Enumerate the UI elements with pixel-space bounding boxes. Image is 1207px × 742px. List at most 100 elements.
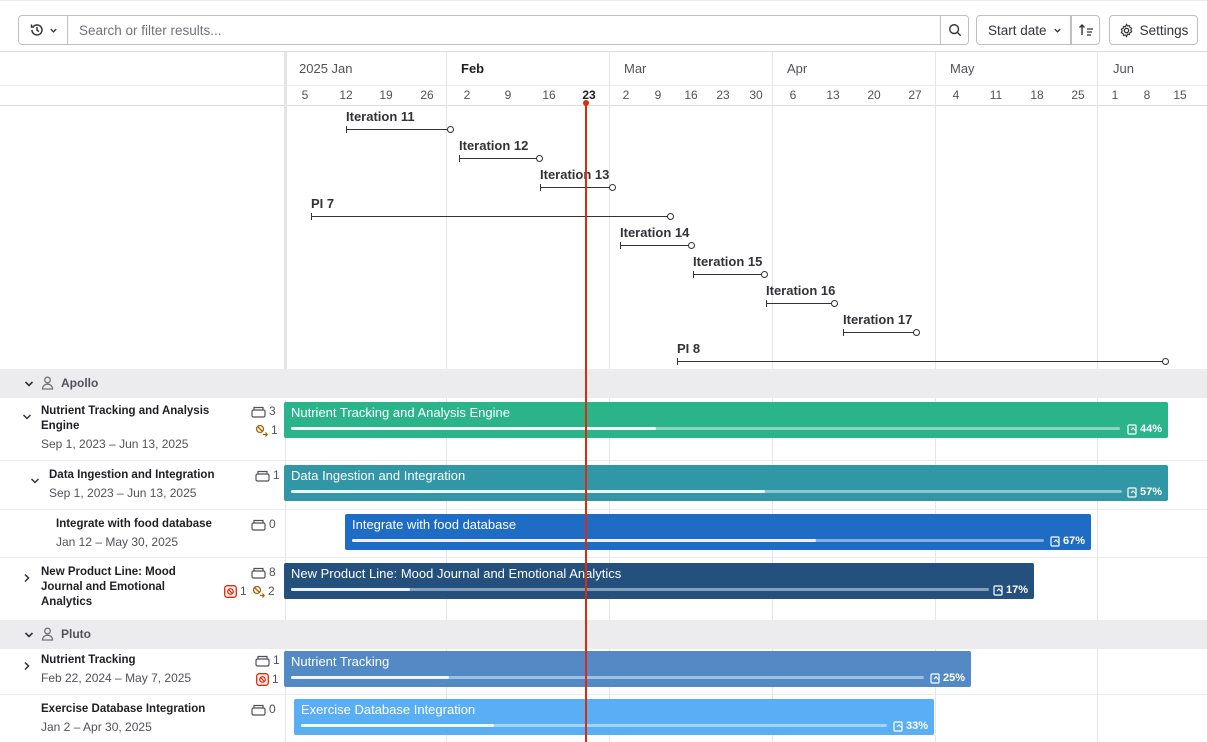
day-label: 27 [908, 88, 922, 102]
day-header: 5 12 19 26 2 9 16 23 2 9 16 23 30 6 13 2… [0, 86, 1207, 106]
progress-track [291, 588, 989, 591]
group-name: Apollo [61, 376, 99, 390]
iteration-label[interactable]: Iteration 16 [766, 283, 836, 298]
pi-label[interactable]: PI 7 [311, 196, 335, 211]
settings-button[interactable]: Settings [1109, 15, 1198, 45]
group-header-pluto[interactable]: Pluto [0, 620, 1207, 649]
pi-end [667, 213, 674, 220]
epic-icon [251, 567, 266, 579]
month-label: Apr [787, 61, 808, 76]
epic-bar[interactable]: New Product Line: Mood Journal and Emoti… [284, 563, 1034, 599]
iteration-start [693, 271, 694, 278]
iteration-bar [693, 274, 762, 275]
child-epics-count: 1 [255, 653, 280, 667]
progress-percent: 44% [1127, 423, 1162, 435]
row-divider [0, 694, 1207, 695]
progress-fill [352, 539, 816, 542]
iteration-label[interactable]: Iteration 12 [459, 138, 529, 153]
row-divider [0, 509, 1207, 510]
iteration-bar [843, 332, 914, 333]
today-marker-dot [583, 100, 589, 106]
epic-title[interactable]: New Product Line: Mood Journal and Emoti… [41, 566, 176, 608]
group-header-apollo[interactable]: Apollo [0, 369, 1207, 398]
pi-label[interactable]: PI 8 [677, 341, 701, 356]
epic-icon [251, 519, 266, 531]
chevron-right-icon[interactable] [22, 573, 32, 583]
filter-toolbar: Start date Settings [0, 0, 1207, 52]
epic-icon [251, 704, 266, 716]
progress-fill [291, 490, 765, 493]
epic-bar-title: New Product Line: Mood Journal and Emoti… [291, 566, 622, 581]
blocked-number: 1 [240, 584, 247, 598]
gear-icon [1120, 22, 1133, 38]
blocking-number: 1 [271, 423, 278, 437]
month-label: 2025 Jan [299, 61, 353, 76]
iteration-label[interactable]: Iteration 13 [540, 167, 610, 182]
epic-bar-title: Data Ingestion and Integration [291, 468, 466, 483]
progress-track [291, 490, 1122, 493]
child-epics-count: 8 [251, 565, 276, 579]
recent-searches-button[interactable] [18, 15, 68, 45]
pi-bar [311, 216, 668, 217]
month-label: Jun [1113, 61, 1134, 76]
iteration-label[interactable]: Iteration 14 [620, 225, 690, 240]
day-label: 18 [1030, 88, 1044, 102]
iteration-bar [346, 129, 448, 130]
day-label: 19 [379, 88, 393, 102]
month-label: Feb [461, 61, 485, 76]
iteration-label[interactable]: Iteration 11 [346, 109, 415, 124]
child-count: 1 [273, 468, 280, 482]
day-label: 20 [867, 88, 881, 102]
epic-title[interactable]: Data Ingestion and Integration [49, 469, 215, 481]
epic-bar[interactable]: Exercise Database Integration 33% [294, 699, 934, 735]
child-epics-count: 0 [251, 517, 276, 531]
sort-direction-button[interactable] [1071, 15, 1100, 45]
day-label: 12 [339, 88, 353, 102]
day-label: 1 [1111, 88, 1119, 102]
sort-select[interactable]: Start date [976, 15, 1071, 45]
epic-bar[interactable]: Data Ingestion and Integration 57% [284, 465, 1168, 501]
progress-fill [291, 588, 410, 591]
month-label: May [950, 61, 975, 76]
month-header: 2025 Jan Feb Mar Apr May Jun [0, 52, 1207, 86]
child-count: 8 [269, 565, 276, 579]
chevron-down-icon [24, 381, 34, 387]
blocked-count: 1 [224, 584, 247, 598]
iteration-end [688, 242, 695, 249]
group-name: Pluto [61, 627, 91, 641]
progress-percent: 17% [993, 584, 1028, 596]
iteration-end [536, 155, 543, 162]
iteration-label[interactable]: Iteration 15 [693, 254, 763, 269]
progress-track [291, 427, 1120, 430]
pi-start [677, 358, 678, 365]
pi-start [311, 213, 312, 220]
epic-bar-title: Integrate with food database [352, 517, 517, 532]
epic-title[interactable]: Exercise Database Integration [41, 703, 206, 715]
child-epics-count: 0 [251, 702, 276, 716]
search-input[interactable] [68, 15, 941, 45]
iteration-label[interactable]: Iteration 17 [843, 312, 913, 327]
chevron-down-icon[interactable] [22, 412, 32, 422]
sidebar-divider [284, 52, 287, 369]
epic-bar[interactable]: Nutrient Tracking and Analysis Engine 44… [284, 402, 1168, 438]
blocking-number: 2 [268, 584, 275, 598]
epic-bar[interactable]: Nutrient Tracking 25% [284, 651, 971, 687]
search-button[interactable] [940, 15, 969, 45]
progress-track [301, 724, 887, 727]
day-label: 4 [952, 88, 960, 102]
chevron-right-icon[interactable] [22, 661, 32, 671]
progress-label: 44% [1139, 423, 1162, 435]
pi-end [1162, 358, 1169, 365]
day-label: 9 [654, 88, 662, 102]
today-day-label: 23 [582, 88, 596, 102]
epic-title[interactable]: Integrate with food database [56, 518, 212, 530]
iteration-start [540, 184, 541, 191]
epic-bar[interactable]: Integrate with food database 67% [345, 514, 1091, 550]
progress-icon [1050, 535, 1060, 547]
blocking-count: 2 [252, 584, 275, 598]
epic-title[interactable]: Nutrient Tracking and Analysis Engine [41, 405, 210, 432]
chevron-down-icon[interactable] [30, 476, 40, 486]
epic-title[interactable]: Nutrient Tracking [41, 654, 136, 666]
day-label: 8 [1143, 88, 1151, 102]
